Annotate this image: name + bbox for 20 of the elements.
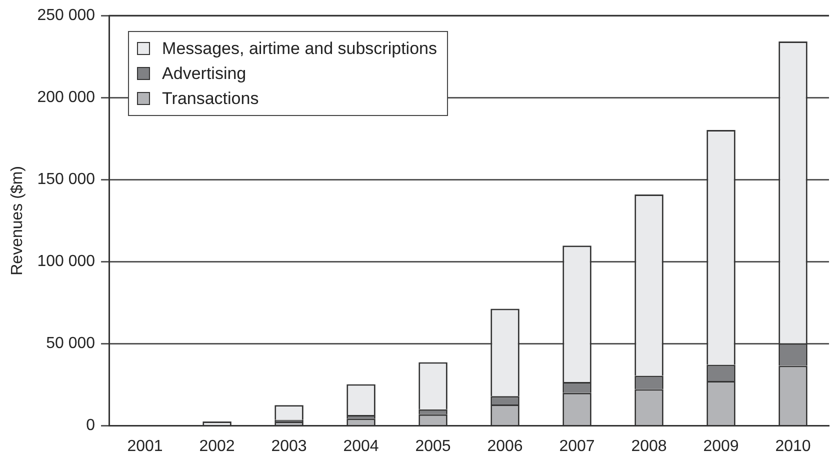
y-tick-label: 150 000 bbox=[37, 171, 96, 188]
y-tick-label: 50 000 bbox=[46, 335, 96, 352]
y-tick-label: 100 000 bbox=[37, 253, 96, 270]
x-tick-label: 2005 bbox=[415, 438, 451, 455]
y-tick-label: 0 bbox=[86, 417, 96, 434]
legend-label: Transactions bbox=[162, 88, 259, 110]
x-tick-label: 2008 bbox=[631, 438, 667, 455]
x-tick-label: 2003 bbox=[271, 438, 307, 455]
x-tick-label: 2002 bbox=[199, 438, 235, 455]
legend-label: Messages, airtime and subscriptions bbox=[162, 38, 437, 60]
x-tick-label: 2007 bbox=[559, 438, 595, 455]
y-tick-label: 200 000 bbox=[37, 89, 96, 106]
x-tick-label: 2004 bbox=[343, 438, 379, 455]
y-tick-label: 250 000 bbox=[37, 7, 96, 24]
x-tick-label: 2010 bbox=[775, 438, 811, 455]
x-tick-label: 2001 bbox=[127, 438, 163, 455]
legend-label: Advertising bbox=[162, 62, 246, 85]
x-tick-label: 2006 bbox=[487, 438, 523, 455]
y-axis-title: Revenues ($m) bbox=[9, 166, 26, 276]
x-tick-label: 2009 bbox=[703, 438, 739, 455]
